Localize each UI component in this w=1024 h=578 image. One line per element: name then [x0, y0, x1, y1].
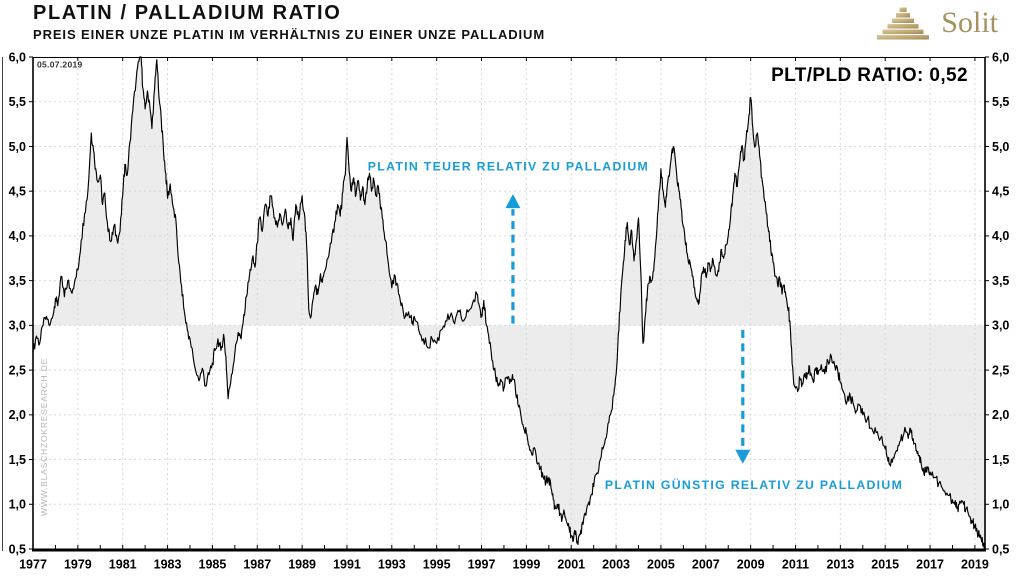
- svg-text:4,5: 4,5: [9, 184, 26, 198]
- svg-text:2013: 2013: [826, 558, 854, 572]
- solit-logo-text: Solit: [941, 6, 998, 39]
- x-axis-labels: 1977 1979 1981 1983 1985 1987 1989 1991 1993 1995…: [19, 558, 989, 572]
- svg-text:2015: 2015: [871, 558, 899, 572]
- ratio-line: [32, 56, 986, 550]
- svg-text:1997: 1997: [468, 558, 496, 572]
- svg-text:1977: 1977: [19, 558, 47, 572]
- svg-text:2017: 2017: [916, 558, 944, 572]
- svg-text:1983: 1983: [154, 558, 182, 572]
- svg-text:2019: 2019: [961, 558, 989, 572]
- svg-text:1981: 1981: [109, 558, 137, 572]
- area-fill: [33, 57, 985, 549]
- svg-text:1991: 1991: [333, 558, 361, 572]
- svg-text:2,5: 2,5: [992, 363, 1009, 377]
- arrow-down-icon: [735, 449, 751, 464]
- svg-text:1987: 1987: [243, 558, 271, 572]
- solit-logo: Solit: [875, 5, 998, 41]
- y-axis-labels-left: 0,5 1,0 1,5 2,0 2,5 3,0 3,5 4,0 4,5 5,0 5,5 6,0: [9, 50, 26, 556]
- svg-text:3,5: 3,5: [992, 274, 1009, 288]
- annotation-text: PLATIN TEUER RELATIV ZU PALLADIUM: [368, 160, 649, 174]
- svg-text:2,5: 2,5: [9, 363, 26, 377]
- annotation-platin-teuer: PLATIN TEUER RELATIV ZU PALLADIUM: [368, 160, 649, 324]
- svg-text:5,0: 5,0: [9, 140, 26, 154]
- page-subtitle: PREIS EINER UNZE PLATIN IM VERHÄLTNIS ZU…: [33, 27, 546, 42]
- annotation-text: PLATIN GÜNSTIG RELATIV ZU PALLADIUM: [605, 477, 903, 492]
- date-label: 05.07.2019: [37, 60, 83, 70]
- plot-border: [2, 57, 986, 552]
- title-block: PLATIN / PALLADIUM RATIO PREIS EINER UNZ…: [33, 2, 546, 43]
- watermark-text: WWW.BLASCHZOKRESEARCH.DE: [39, 358, 49, 516]
- svg-text:5,0: 5,0: [992, 140, 1009, 154]
- svg-text:5,5: 5,5: [992, 95, 1009, 109]
- svg-text:2011: 2011: [782, 558, 809, 572]
- svg-text:4,5: 4,5: [992, 184, 1009, 198]
- svg-text:0,5: 0,5: [992, 542, 1009, 556]
- svg-text:3,0: 3,0: [9, 319, 26, 333]
- svg-text:2001: 2001: [557, 558, 585, 572]
- axis-ticks: [29, 56, 989, 550]
- svg-text:0,5: 0,5: [9, 542, 26, 556]
- svg-text:1993: 1993: [378, 558, 406, 572]
- svg-text:2005: 2005: [647, 558, 675, 572]
- header: PLATIN / PALLADIUM RATIO PREIS EINER UNZ…: [33, 2, 998, 43]
- svg-text:2009: 2009: [737, 558, 765, 572]
- y-axis-labels-right: 0,5 1,0 1,5 2,0 2,5 3,0 3,5 4,0 4,5 5,0 5,5 6,0: [992, 50, 1009, 556]
- svg-text:6,0: 6,0: [992, 50, 1009, 64]
- svg-text:4,0: 4,0: [992, 229, 1009, 243]
- svg-text:2,0: 2,0: [9, 408, 26, 422]
- svg-text:1979: 1979: [64, 558, 92, 572]
- svg-text:2007: 2007: [692, 558, 720, 572]
- svg-text:1,0: 1,0: [9, 498, 26, 512]
- svg-text:4,0: 4,0: [9, 229, 26, 243]
- annotation-platin-guenstig: PLATIN GÜNSTIG RELATIV ZU PALLADIUM: [605, 329, 903, 492]
- svg-text:1,5: 1,5: [992, 453, 1009, 467]
- arrow-up-icon: [505, 194, 521, 209]
- svg-text:3,0: 3,0: [992, 319, 1009, 333]
- svg-text:1989: 1989: [288, 558, 316, 572]
- svg-text:1,0: 1,0: [992, 498, 1009, 512]
- svg-text:2003: 2003: [602, 558, 630, 572]
- page-title: PLATIN / PALLADIUM RATIO: [33, 2, 342, 24]
- svg-text:1999: 1999: [512, 558, 540, 572]
- ratio-value-label: PLT/PLD RATIO: 0,52: [771, 65, 968, 86]
- svg-text:6,0: 6,0: [9, 50, 26, 64]
- svg-text:3,5: 3,5: [9, 274, 26, 288]
- pyramid-icon: [877, 7, 930, 40]
- svg-text:5,5: 5,5: [9, 95, 26, 109]
- svg-text:1985: 1985: [199, 558, 227, 572]
- svg-text:1,5: 1,5: [9, 453, 26, 467]
- svg-text:2,0: 2,0: [992, 408, 1009, 422]
- svg-text:1995: 1995: [423, 558, 451, 572]
